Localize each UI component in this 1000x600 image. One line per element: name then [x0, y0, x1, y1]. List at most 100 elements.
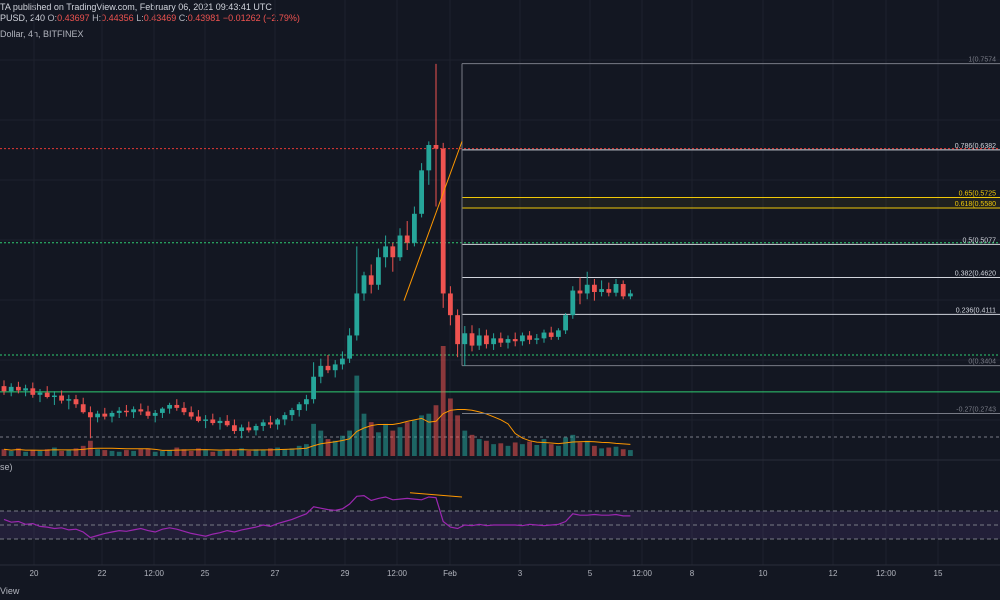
open-value: 0.43697 — [57, 13, 90, 23]
candle-body — [505, 339, 511, 343]
candle-body — [37, 392, 43, 395]
volume-bar — [260, 450, 266, 456]
symbol-label[interactable]: PUSD, 240 — [0, 13, 46, 23]
volume-bar — [448, 398, 453, 456]
candle-body — [174, 404, 180, 408]
candle-body — [491, 338, 496, 345]
candle-body — [23, 388, 28, 391]
candle-body — [296, 404, 302, 411]
x-tick-label-14: 12:00 — [876, 569, 897, 578]
candle-body — [541, 332, 547, 339]
volume-bar — [541, 439, 547, 456]
fib-label-2: 0.65(0.5725 — [959, 191, 996, 198]
candle-body — [592, 284, 597, 292]
candle-body — [340, 358, 345, 365]
volume-bar — [109, 450, 115, 456]
volume-bar — [304, 444, 309, 456]
volume-bar — [404, 422, 410, 456]
candle-body — [102, 413, 108, 417]
candle-body — [152, 412, 158, 416]
volume-bar — [1, 449, 7, 456]
candle-body — [80, 404, 86, 413]
volume-bar — [102, 450, 108, 456]
candle-body — [584, 284, 590, 294]
candle-body — [484, 335, 489, 345]
volume-bar — [332, 440, 338, 456]
candle-body — [1, 386, 7, 392]
candle-body — [498, 338, 504, 343]
volume-bar — [548, 444, 554, 456]
volume-bar — [527, 441, 532, 456]
volume-bar — [37, 450, 43, 456]
volume-bar — [239, 448, 244, 456]
fib-label-0: 1(0.7574 — [968, 57, 996, 64]
candle-body — [376, 257, 381, 285]
candle-body — [203, 419, 208, 421]
volume-bar — [368, 422, 374, 456]
candle-body — [282, 415, 288, 420]
volume-bar — [188, 450, 194, 456]
candle-body — [30, 388, 36, 395]
volume-bar — [232, 450, 237, 456]
candle-body — [577, 290, 583, 294]
volume-bar — [577, 442, 583, 456]
candle-body — [318, 365, 324, 377]
x-tick-label-8: 3 — [518, 569, 523, 578]
fib-label-3: 0.618(0.5580 — [955, 201, 996, 208]
candle-body — [52, 395, 57, 397]
high-value: 0.44356 — [101, 13, 134, 23]
candle-body — [383, 246, 388, 258]
candle-body — [462, 333, 468, 345]
x-tick-label-0: 20 — [30, 569, 39, 578]
volume-bar — [253, 449, 259, 456]
candle-body — [563, 315, 568, 331]
open-label: O: — [47, 13, 58, 23]
candle-body — [548, 332, 554, 337]
candle-body — [304, 399, 309, 405]
volume-bar — [59, 450, 64, 456]
x-tick-label-10: 12:00 — [632, 569, 653, 578]
candle-body — [217, 420, 223, 424]
volume-bar — [628, 450, 633, 456]
volume-bar — [361, 413, 367, 456]
candle-body — [556, 330, 561, 337]
volume-bar — [196, 448, 201, 456]
x-tick-label-4: 27 — [271, 569, 280, 578]
volume-bar — [620, 449, 626, 456]
candle-body — [527, 335, 532, 340]
fib-label-5: 0.382(0.4620 — [955, 271, 996, 278]
low-label: L: — [136, 13, 144, 23]
volume-bar — [613, 446, 619, 456]
candle-body — [59, 395, 64, 401]
candle-body — [116, 410, 122, 413]
volume-bar — [383, 423, 388, 456]
volume-bar — [498, 443, 504, 456]
volume-bar — [203, 450, 208, 456]
volume-bar — [412, 420, 417, 456]
series-label: Dollar, 4h, BITFINEX — [0, 29, 84, 39]
volume-bar — [95, 449, 100, 456]
candle-body — [419, 170, 424, 214]
x-tick-label-9: 5 — [588, 569, 593, 578]
fib-label-1: 0.786(0.6382 — [955, 143, 996, 150]
candle-body — [628, 293, 633, 297]
volume-bar — [296, 445, 302, 456]
volume-bar — [145, 448, 151, 456]
fib-label-8: -0.27(0.2743 — [956, 406, 996, 413]
candle-body — [253, 425, 259, 431]
x-tick-label-1: 22 — [98, 569, 107, 578]
volume-bar — [347, 430, 352, 456]
candle-body — [520, 335, 525, 342]
low-value: 0.43469 — [143, 13, 177, 23]
x-tick-label-7: Feb — [443, 569, 457, 578]
volume-bar — [66, 450, 72, 456]
x-tick-label-12: 10 — [759, 569, 768, 578]
candle-body — [311, 376, 316, 400]
volume-bar — [354, 375, 360, 456]
candle-body — [188, 412, 194, 417]
volume-bar — [181, 449, 187, 456]
rsi-line — [3, 494, 631, 539]
candle-body — [275, 419, 280, 425]
fib-golden-zone — [462, 197, 1000, 208]
